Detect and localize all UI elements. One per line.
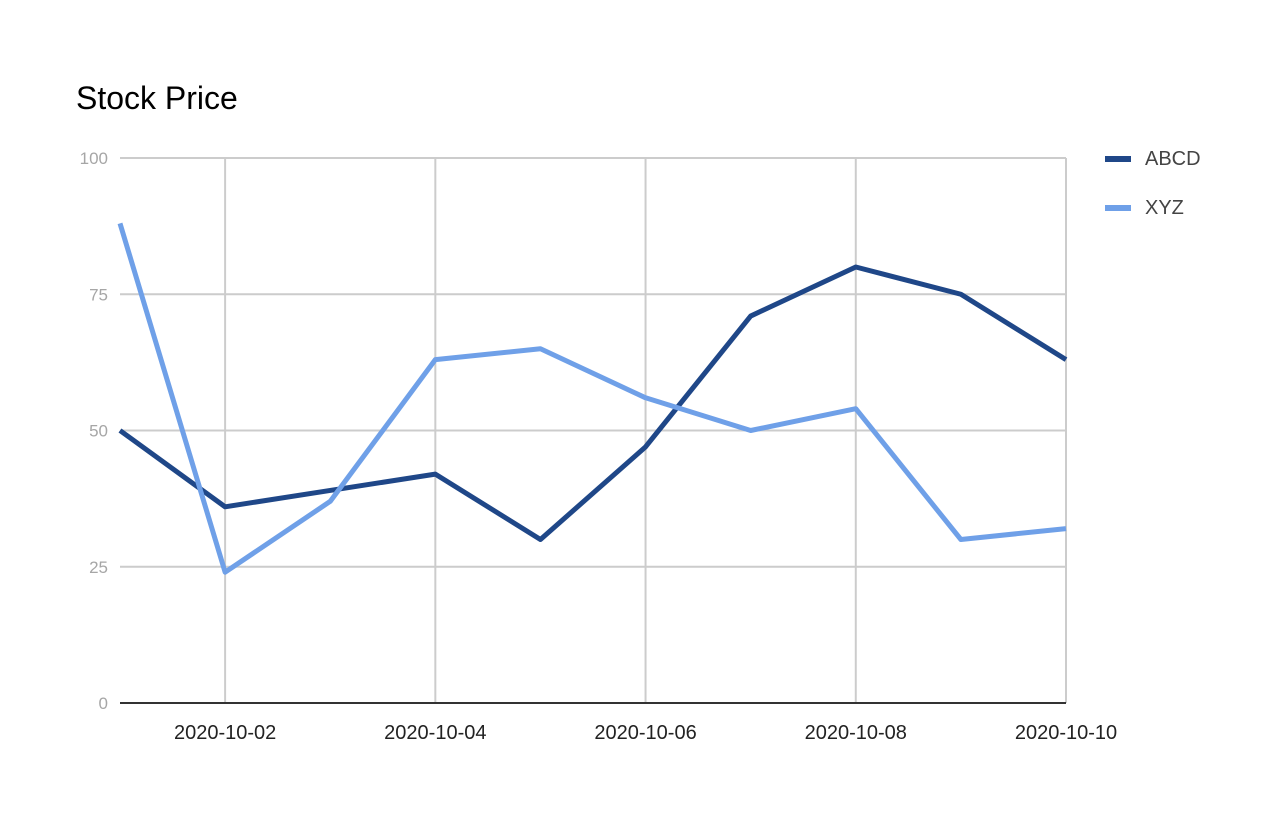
x-tick-label-2020-10-10: 2020-10-10	[1015, 722, 1117, 744]
y-tick-label-0: 0	[99, 694, 108, 713]
y-tick-label-75: 75	[89, 285, 108, 304]
x-tick-label-2020-10-06: 2020-10-06	[594, 722, 696, 744]
legend-label-abcd: ABCD	[1145, 147, 1201, 170]
legend-label-xyz: XYZ	[1145, 196, 1184, 219]
legend-swatch-abcd	[1105, 156, 1131, 162]
y-tick-label-100: 100	[80, 149, 108, 168]
series-line-abcd	[118, 264, 1068, 542]
x-tick-label-2020-10-08: 2020-10-08	[805, 722, 907, 744]
x-tick-label-2020-10-04: 2020-10-04	[384, 722, 486, 744]
legend-swatch-xyz	[1105, 205, 1131, 211]
series-line-xyz	[117, 222, 1067, 575]
legend-item-xyz: XYZ	[1105, 196, 1184, 220]
x-tick-label-2020-10-02: 2020-10-02	[174, 722, 276, 744]
legend-item-abcd: ABCD	[1105, 147, 1201, 171]
y-tick-label-50: 50	[89, 422, 108, 441]
chart-title: Stock Price	[76, 80, 238, 116]
y-tick-label-25: 25	[89, 558, 108, 577]
